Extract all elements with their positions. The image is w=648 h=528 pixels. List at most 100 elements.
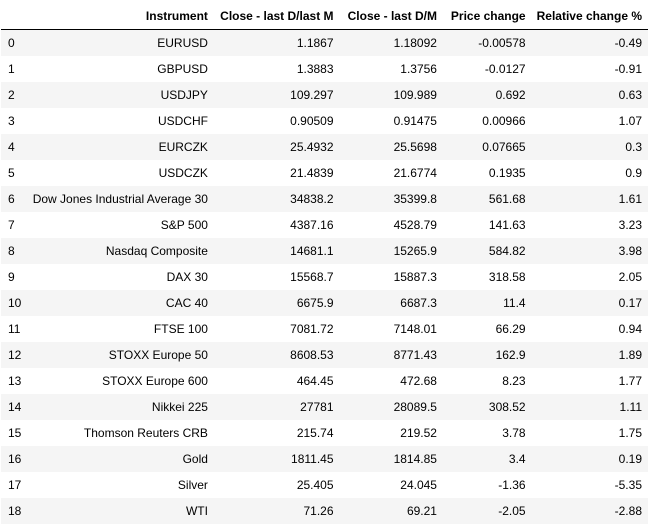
instrument-cell: CAC 40 bbox=[165, 296, 208, 310]
relative-change-cell: -5.35 bbox=[614, 478, 642, 492]
price-change-cell: 3.78 bbox=[502, 426, 526, 440]
row-index: 15 bbox=[8, 426, 22, 440]
table-row: 13 STOXX Europe 600 464.45 472.68 8.23 1.77 bbox=[1, 368, 648, 394]
price-change-cell: 318.58 bbox=[488, 270, 526, 284]
instrument-cell: FTSE 100 bbox=[153, 322, 208, 336]
table-row: 3 USDCHF 0.90509 0.91475 0.00966 1.07 bbox=[1, 108, 648, 134]
price-change-cell: 0.1935 bbox=[488, 166, 526, 180]
close-month-cell: 4528.79 bbox=[393, 218, 437, 232]
close-month-cell: 1.18092 bbox=[393, 36, 437, 50]
close-last-month-cell: 25.405 bbox=[296, 478, 334, 492]
relative-change-cell: 1.75 bbox=[618, 426, 642, 440]
price-change-cell: 0.07665 bbox=[482, 140, 526, 154]
row-index: 14 bbox=[8, 400, 22, 414]
close-last-month-cell: 464.45 bbox=[296, 374, 334, 388]
header-relative-change: Relative change % bbox=[531, 3, 648, 30]
row-index: 5 bbox=[8, 166, 15, 180]
instrument-cell: USDCZK bbox=[158, 166, 208, 180]
instrument-cell: Nikkei 225 bbox=[151, 400, 208, 414]
row-index: 13 bbox=[8, 374, 22, 388]
table-row: 11 FTSE 100 7081.72 7148.01 66.29 0.94 bbox=[1, 316, 648, 342]
close-month-cell: 7148.01 bbox=[393, 322, 437, 336]
instrument-cell: WTI bbox=[185, 504, 208, 518]
price-change-cell: 141.63 bbox=[488, 218, 526, 232]
close-last-month-cell: 6675.9 bbox=[296, 296, 334, 310]
instrument-cell: Silver bbox=[177, 478, 208, 492]
header-index bbox=[1, 3, 28, 30]
row-index: 8 bbox=[8, 244, 15, 258]
instrument-cell: Dow Jones Industrial Average 30 bbox=[32, 192, 208, 206]
header-instrument: Instrument bbox=[27, 3, 214, 30]
row-index: 0 bbox=[8, 36, 15, 50]
row-index: 16 bbox=[8, 452, 22, 466]
relative-change-cell: -0.49 bbox=[614, 36, 642, 50]
relative-change-cell: 2.05 bbox=[618, 270, 642, 284]
relative-change-cell: 1.89 bbox=[618, 348, 642, 362]
price-change-cell: 561.68 bbox=[488, 192, 526, 206]
table-row: 4 EURCZK 25.4932 25.5698 0.07665 0.3 bbox=[1, 134, 648, 160]
row-index: 3 bbox=[8, 114, 15, 128]
header-close-month: Close - last D/M bbox=[339, 3, 443, 30]
close-month-cell: 109.989 bbox=[393, 88, 437, 102]
close-last-month-cell: 25.4932 bbox=[290, 140, 334, 154]
header-row: Instrument Close - last D/last M Close -… bbox=[1, 3, 648, 30]
close-month-cell: 25.5698 bbox=[393, 140, 437, 154]
table-row: 16 Gold 1811.45 1814.85 3.4 0.19 bbox=[1, 446, 648, 472]
price-change-cell: 66.29 bbox=[495, 322, 526, 336]
relative-change-cell: 1.61 bbox=[618, 192, 642, 206]
row-index: 18 bbox=[8, 504, 22, 518]
instrument-cell: USDJPY bbox=[160, 88, 208, 102]
table-row: 18 WTI 71.26 69.21 -2.05 -2.88 bbox=[1, 498, 648, 524]
price-change-cell: 584.82 bbox=[488, 244, 526, 258]
instrument-cell: DAX 30 bbox=[166, 270, 208, 284]
price-change-cell: 8.23 bbox=[502, 374, 526, 388]
price-change-cell: 0.00966 bbox=[482, 114, 526, 128]
relative-change-cell: 1.07 bbox=[618, 114, 642, 128]
instrument-cell: S&P 500 bbox=[160, 218, 208, 232]
price-change-cell: 162.9 bbox=[495, 348, 526, 362]
price-change-cell: -2.05 bbox=[498, 504, 526, 518]
row-index: 7 bbox=[8, 218, 15, 232]
instrument-cell: GBPUSD bbox=[157, 62, 208, 76]
relative-change-cell: 0.3 bbox=[625, 140, 642, 154]
price-change-cell: 3.4 bbox=[508, 452, 526, 466]
market-data-table: Instrument Close - last D/last M Close -… bbox=[1, 3, 648, 524]
table-row: 5 USDCZK 21.4839 21.6774 0.1935 0.9 bbox=[1, 160, 648, 186]
price-change-cell: -0.00578 bbox=[478, 36, 526, 50]
close-month-cell: 24.045 bbox=[400, 478, 437, 492]
instrument-cell: STOXX Europe 50 bbox=[108, 348, 208, 362]
close-month-cell: 35399.8 bbox=[393, 192, 437, 206]
close-last-month-cell: 1.1867 bbox=[296, 36, 334, 50]
relative-change-cell: 1.77 bbox=[618, 374, 642, 388]
relative-change-cell: 0.9 bbox=[625, 166, 642, 180]
price-change-cell: -0.0127 bbox=[484, 62, 526, 76]
close-last-month-cell: 71.26 bbox=[303, 504, 334, 518]
close-month-cell: 0.91475 bbox=[393, 114, 437, 128]
close-month-cell: 15887.3 bbox=[393, 270, 437, 284]
close-month-cell: 219.52 bbox=[400, 426, 437, 440]
row-index: 9 bbox=[8, 270, 15, 284]
row-index: 17 bbox=[8, 478, 22, 492]
table-row: 12 STOXX Europe 50 8608.53 8771.43 162.9 1.89 bbox=[1, 342, 648, 368]
row-index: 11 bbox=[8, 322, 21, 336]
close-last-month-cell: 109.297 bbox=[290, 88, 334, 102]
close-month-cell: 1814.85 bbox=[393, 452, 437, 466]
row-index: 12 bbox=[8, 348, 22, 362]
instrument-cell: STOXX Europe 600 bbox=[102, 374, 208, 388]
table-header: Instrument Close - last D/last M Close -… bbox=[1, 3, 648, 30]
header-close-last-month: Close - last D/last M bbox=[213, 3, 340, 30]
close-last-month-cell: 27781 bbox=[300, 400, 334, 414]
close-month-cell: 6687.3 bbox=[400, 296, 437, 310]
table-row: 7 S&P 500 4387.16 4528.79 141.63 3.23 bbox=[1, 212, 648, 238]
table-body: 0 EURUSD 1.1867 1.18092 -0.00578 -0.49 1 GBPUSD… bbox=[1, 29, 648, 524]
close-month-cell: 15265.9 bbox=[393, 244, 437, 258]
table-row: 8 Nasdaq Composite 14681.1 15265.9 584.82 3.9… bbox=[1, 238, 648, 264]
relative-change-cell: 0.19 bbox=[618, 452, 642, 466]
close-last-month-cell: 1811.45 bbox=[291, 452, 334, 466]
table-row: 6 Dow Jones Industrial Average 30 34838.2 3… bbox=[1, 186, 648, 212]
close-last-month-cell: 1.3883 bbox=[296, 62, 334, 76]
close-month-cell: 8771.43 bbox=[393, 348, 437, 362]
table-row: 1 GBPUSD 1.3883 1.3756 -0.0127 -0.91 bbox=[1, 56, 648, 82]
row-index: 1 bbox=[8, 62, 15, 76]
table-row: 10 CAC 40 6675.9 6687.3 11.4 0.17 bbox=[1, 290, 648, 316]
